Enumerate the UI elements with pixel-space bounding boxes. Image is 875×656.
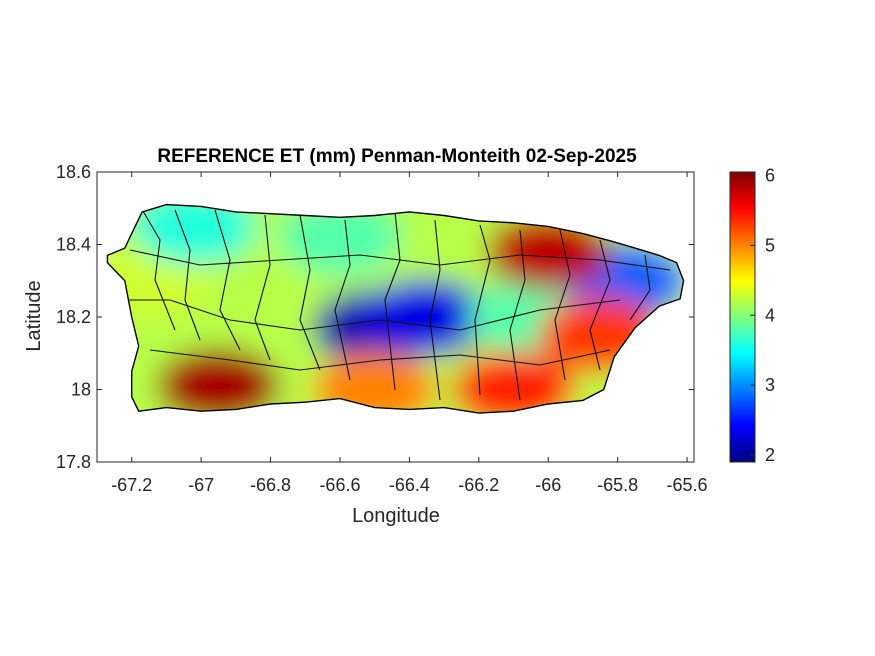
boundary [149, 349, 611, 371]
boundary [384, 211, 401, 391]
field-sample [156, 347, 281, 414]
island-outline [106, 203, 685, 414]
x-tick-label: -66.2 [458, 475, 499, 495]
colorbar-ramp [729, 171, 756, 463]
boundary [110, 299, 621, 331]
map-axes: -67.2 -67 -66.8 -66.6 -66.4 -66.2 -66 -65.8 -65.… [23, 162, 708, 527]
y-tick-label: 17.8 [56, 452, 91, 472]
boundary [589, 239, 611, 371]
y-tick-label: 18.6 [56, 162, 91, 182]
x-axis-label: Longitude [352, 505, 440, 527]
x-tick-label: -66 [535, 475, 561, 495]
x-axis-ticks: -67.2 -67 -66.8 -66.6 -66.4 -66.2 -66 -65.8 -65.… [111, 172, 708, 495]
x-tick-label: -66.8 [250, 475, 291, 495]
y-axis-ticks: 17.8 18 18.2 18.4 18.6 [56, 162, 694, 472]
colorbar: 2 3 4 5 6 [729, 165, 775, 465]
boundary [139, 205, 176, 331]
y-tick-label: 18.2 [56, 307, 91, 327]
colorbar-tick-label: 6 [765, 165, 775, 185]
boundary [429, 219, 441, 401]
colorbar-tick-label: 3 [765, 375, 775, 395]
boundary [214, 209, 241, 351]
boundary [554, 229, 571, 381]
colorbar-ticks: 2 3 4 5 6 [750, 165, 775, 465]
x-tick-label: -66.6 [319, 475, 360, 495]
x-tick-label: -67 [188, 475, 214, 495]
colorbar-tick-label: 4 [765, 305, 775, 325]
boundary [334, 219, 351, 381]
field-sample [364, 279, 489, 355]
x-tick-label: -65.6 [667, 475, 708, 495]
chart-title: REFERENCE ET (mm) Penman-Monteith 02-Sep… [157, 146, 637, 167]
x-tick-label: -66.4 [389, 475, 430, 495]
x-tick-label: -65.8 [597, 475, 638, 495]
y-tick-label: 18.4 [56, 235, 91, 255]
axes-box [96, 171, 695, 463]
boundary [129, 249, 671, 271]
boundary [254, 214, 271, 361]
colorbar-tick-label: 2 [765, 445, 775, 465]
boundary [174, 209, 201, 341]
y-tick-label: 18 [71, 380, 91, 400]
y-axis-label: Latitude [23, 280, 45, 351]
et-field [107, 204, 684, 414]
x-tick-label: -67.2 [111, 475, 152, 495]
colorbar-tick-label: 5 [765, 235, 775, 255]
municipality-boundaries [110, 205, 671, 401]
boundary [299, 214, 321, 371]
